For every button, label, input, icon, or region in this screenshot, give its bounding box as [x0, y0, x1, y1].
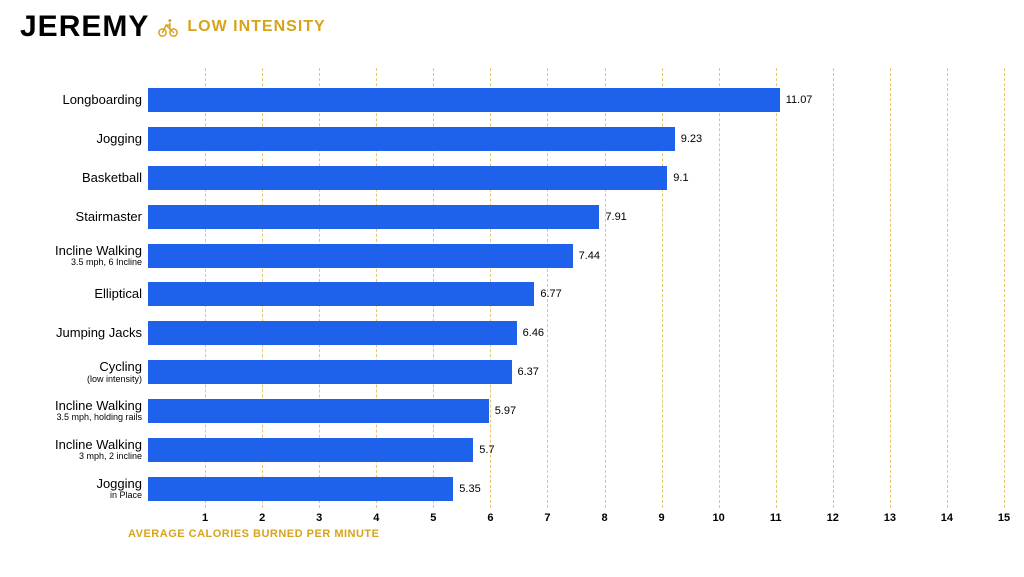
x-tick-label: 8	[601, 512, 607, 524]
bar-value: 9.23	[681, 133, 702, 145]
row-label-main: Elliptical	[2, 287, 142, 301]
row-label-main: Incline Walking	[2, 399, 142, 413]
chart-bars: Longboarding11.07Jogging9.23Basketball9.…	[20, 82, 1004, 510]
header: JEREMY LOW INTENSITY	[20, 10, 326, 44]
bar	[148, 205, 599, 229]
x-tick-label: 1	[202, 512, 208, 524]
bar	[148, 477, 453, 501]
row-label: Stairmaster	[2, 210, 142, 224]
row-label: Jogging	[2, 132, 142, 146]
row-label: Longboarding	[2, 93, 142, 107]
x-tick-label: 5	[430, 512, 436, 524]
row-label: Incline Walking3.5 mph, 6 Incline	[2, 243, 142, 267]
bar	[148, 438, 473, 462]
header-subtitle: LOW INTENSITY	[187, 18, 325, 36]
bar	[148, 88, 780, 112]
page: JEREMY LOW INTENSITY Longboarding11.07Jo…	[0, 0, 1024, 577]
row-label: Cycling(low intensity)	[2, 360, 142, 384]
x-tick-label: 10	[713, 512, 725, 524]
row-label-main: Stairmaster	[2, 210, 142, 224]
row-label-main: Basketball	[2, 171, 142, 185]
bar-value: 11.07	[786, 94, 813, 106]
row-label-main: Jogging	[2, 477, 142, 491]
row-label-sub: (low intensity)	[2, 374, 142, 384]
row-label: Incline Walking3 mph, 2 incline	[2, 438, 142, 462]
row-label-sub: 3.5 mph, 6 Incline	[2, 258, 142, 268]
bar-value: 6.77	[540, 288, 561, 300]
bar	[148, 127, 675, 151]
chart-row: Basketball9.1	[20, 160, 1004, 196]
row-label-main: Cycling	[2, 360, 142, 374]
chart-row: Jogging9.23	[20, 121, 1004, 157]
x-axis-title: AVERAGE CALORIES BURNED PER MINUTE	[128, 528, 379, 540]
bar-value: 6.37	[518, 366, 539, 378]
row-label: Joggingin Place	[2, 477, 142, 501]
header-name: JEREMY	[20, 10, 149, 44]
row-label: Basketball	[2, 171, 142, 185]
row-label: Incline Walking3.5 mph, holding rails	[2, 399, 142, 423]
bar	[148, 166, 667, 190]
chart-row: Jumping Jacks6.46	[20, 315, 1004, 351]
x-tick-label: 9	[659, 512, 665, 524]
bar-value: 7.91	[605, 211, 626, 223]
x-tick-label: 2	[259, 512, 265, 524]
gridline	[1004, 68, 1005, 508]
row-label-sub: 3.5 mph, holding rails	[2, 413, 142, 423]
bar	[148, 282, 534, 306]
row-label-sub: in Place	[2, 491, 142, 501]
cyclist-icon	[157, 16, 179, 38]
bar-value: 5.97	[495, 405, 516, 417]
bar	[148, 360, 512, 384]
x-tick-label: 4	[373, 512, 379, 524]
row-label-sub: 3 mph, 2 incline	[2, 452, 142, 462]
bar-value: 7.44	[579, 250, 600, 262]
row-label-main: Longboarding	[2, 93, 142, 107]
x-tick-label: 14	[941, 512, 953, 524]
chart-row: Incline Walking3.5 mph, holding rails5.9…	[20, 393, 1004, 429]
chart-row: Incline Walking3.5 mph, 6 Incline7.44	[20, 238, 1004, 274]
bar	[148, 321, 517, 345]
chart-row: Longboarding11.07	[20, 82, 1004, 118]
row-label-main: Incline Walking	[2, 438, 142, 452]
row-label: Jumping Jacks	[2, 326, 142, 340]
bar	[148, 399, 489, 423]
calories-chart: Longboarding11.07Jogging9.23Basketball9.…	[20, 68, 1004, 538]
bar	[148, 244, 573, 268]
x-tick-label: 7	[544, 512, 550, 524]
chart-row: Cycling(low intensity)6.37	[20, 354, 1004, 390]
bar-value: 9.1	[673, 172, 688, 184]
x-tick-label: 3	[316, 512, 322, 524]
x-tick-label: 6	[487, 512, 493, 524]
x-tick-label: 13	[884, 512, 896, 524]
x-tick-label: 11	[770, 512, 782, 524]
chart-row: Incline Walking3 mph, 2 incline5.7	[20, 432, 1004, 468]
x-tick-label: 12	[827, 512, 839, 524]
bar-value: 5.7	[479, 444, 494, 456]
row-label-main: Incline Walking	[2, 243, 142, 257]
chart-row: Stairmaster7.91	[20, 199, 1004, 235]
bar-value: 5.35	[459, 483, 480, 495]
row-label: Elliptical	[2, 287, 142, 301]
bar-value: 6.46	[523, 327, 544, 339]
row-label-main: Jogging	[2, 132, 142, 146]
x-tick-label: 15	[998, 512, 1010, 524]
chart-row: Joggingin Place5.35	[20, 471, 1004, 507]
chart-row: Elliptical6.77	[20, 276, 1004, 312]
row-label-main: Jumping Jacks	[2, 326, 142, 340]
